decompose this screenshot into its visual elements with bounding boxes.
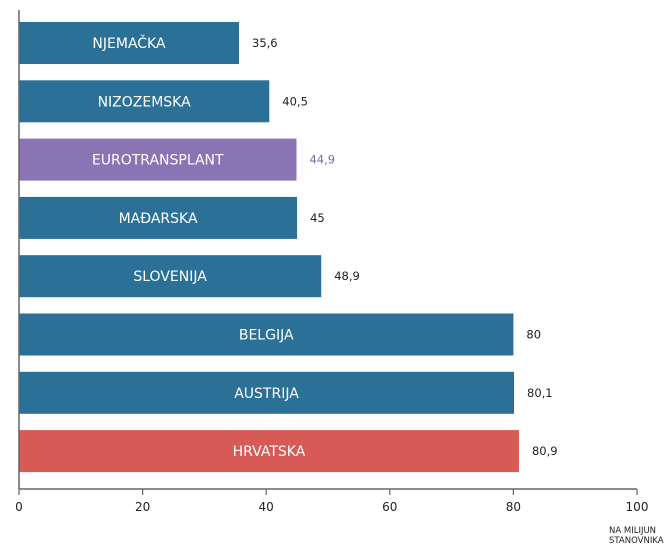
bar — [19, 371, 515, 414]
bar-category-label: BELGIJA — [239, 328, 294, 344]
bar-value-label: 35,6 — [252, 36, 278, 50]
bar — [19, 80, 270, 123]
x-tick-label: 80 — [506, 500, 521, 514]
bar-category-label: SLOVENIJA — [133, 269, 207, 285]
bar — [19, 255, 322, 298]
bar — [19, 313, 514, 356]
x-tick-label: 40 — [259, 500, 274, 514]
x-tick-label: 20 — [135, 500, 150, 514]
bar-category-label: MAĐARSKA — [119, 211, 198, 227]
bar-value-label: 40,5 — [282, 94, 308, 108]
bar-value-label: 48,9 — [334, 269, 360, 283]
bar-value-label: 80 — [526, 328, 541, 342]
bar-category-label: EUROTRANSPLANT — [92, 153, 224, 169]
bar-category-label: NJEMAČKA — [92, 34, 166, 52]
bar-value-label: 80,1 — [527, 386, 553, 400]
bar-category-label: AUSTRIJA — [234, 386, 299, 402]
bar — [19, 196, 298, 239]
bar — [19, 22, 240, 64]
bar — [19, 138, 297, 181]
bar — [19, 430, 519, 473]
bar-category-label: HRVATSKA — [233, 444, 306, 460]
bar-category-label: NIZOZEMSKA — [98, 94, 192, 110]
x-axis-unit-label: NA MILIJUN STANOVNIKA — [609, 526, 664, 546]
bar-value-label: 45 — [310, 211, 325, 225]
bar-value-label: 44,9 — [309, 153, 335, 167]
x-tick-label: 60 — [382, 500, 397, 514]
x-tick-label: 0 — [15, 500, 23, 514]
x-tick-label: 100 — [626, 500, 649, 514]
bar-value-label: 80,9 — [532, 444, 558, 458]
